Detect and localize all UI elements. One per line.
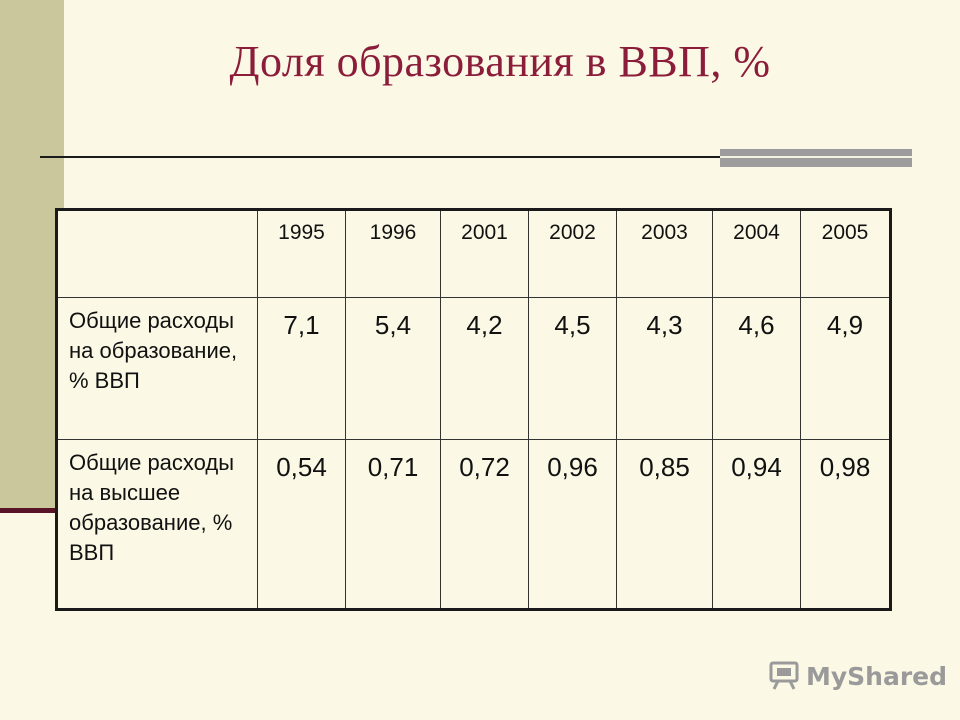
year-header: 2004 [712,209,801,298]
title-underline [40,156,912,158]
year-header: 2002 [528,209,617,298]
title-accent-bar [720,149,912,167]
row-label: Общие расходы на образование, % ВВП [56,297,258,440]
side-decor-tick [0,508,64,513]
watermark-text: MyShared [806,661,948,691]
title-accent-bar-line [720,156,912,158]
year-header: 1995 [257,209,346,298]
year-header: 2003 [616,209,713,298]
table-header-row: 1995 1996 2001 2002 2003 2004 2005 [56,209,891,298]
gdp-education-table: 1995 1996 2001 2002 2003 2004 2005 Общие… [55,208,892,611]
table-cell: 4,9 [800,297,891,440]
watermark[interactable]: MyShared [768,660,947,692]
projector-icon [769,661,799,690]
table-cell: 4,3 [616,297,713,440]
table-cell: 0,98 [800,439,891,610]
table-row: Общие расходы на образование, % ВВП 7,1 … [56,297,891,440]
table-cell: 0,72 [440,439,529,610]
table-row: Общие расходы на высшее образование, % В… [56,439,891,610]
table-cell: 4,2 [440,297,529,440]
table-cell: 0,94 [712,439,801,610]
table-cell: 5,4 [345,297,441,440]
table-corner-cell [56,209,258,298]
table-cell: 0,96 [528,439,617,610]
side-decor-bar [0,0,64,512]
year-header: 2005 [800,209,891,298]
year-header: 2001 [440,209,529,298]
year-header: 1996 [345,209,441,298]
table-cell: 0,71 [345,439,441,610]
table-cell: 0,85 [616,439,713,610]
table-cell: 0,54 [257,439,346,610]
table-cell: 7,1 [257,297,346,440]
table-cell: 4,5 [528,297,617,440]
row-label: Общие расходы на высшее образование, % В… [56,439,258,610]
table-cell: 4,6 [712,297,801,440]
slide-title: Доля образования в ВВП, % [229,37,771,86]
